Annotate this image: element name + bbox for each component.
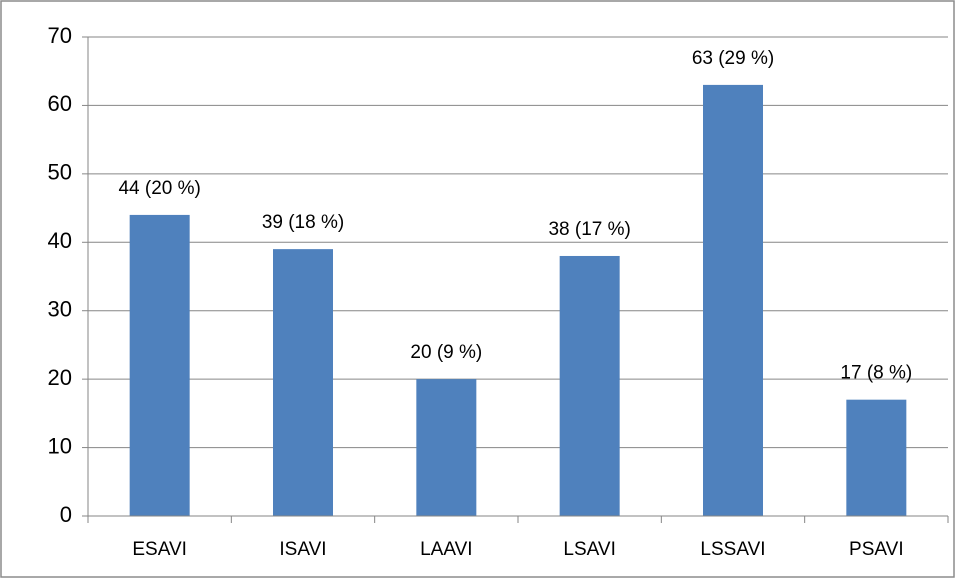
bar xyxy=(129,214,190,516)
value-label: 17 (8 %) xyxy=(840,363,912,384)
x-tick-label: LAAVI xyxy=(420,539,472,560)
x-tick-label: LSSAVI xyxy=(700,539,765,560)
y-tick-label: 20 xyxy=(48,365,72,390)
bar xyxy=(703,84,763,517)
bar xyxy=(559,255,620,516)
bar xyxy=(273,249,333,516)
x-tick-label: ESAVI xyxy=(132,539,187,560)
y-tick-label: 40 xyxy=(48,228,72,253)
value-label: 38 (17 %) xyxy=(548,219,630,240)
y-tick-label: 10 xyxy=(48,433,72,458)
x-tick-label: ISAVI xyxy=(279,539,326,560)
value-label: 63 (29 %) xyxy=(692,48,774,69)
y-tick-label: 70 xyxy=(48,23,72,48)
y-tick-label: 0 xyxy=(60,502,72,527)
y-tick-label: 50 xyxy=(48,160,72,185)
y-tick-label: 30 xyxy=(48,297,72,322)
x-tick-label: PSAVI xyxy=(849,539,904,560)
bar xyxy=(416,379,477,516)
value-label: 20 (9 %) xyxy=(410,342,482,363)
value-label: 39 (18 %) xyxy=(262,212,344,233)
value-label: 44 (20 %) xyxy=(118,178,200,199)
bar xyxy=(846,399,907,516)
y-tick-label: 60 xyxy=(48,91,72,116)
x-tick-label: LSAVI xyxy=(563,539,615,560)
